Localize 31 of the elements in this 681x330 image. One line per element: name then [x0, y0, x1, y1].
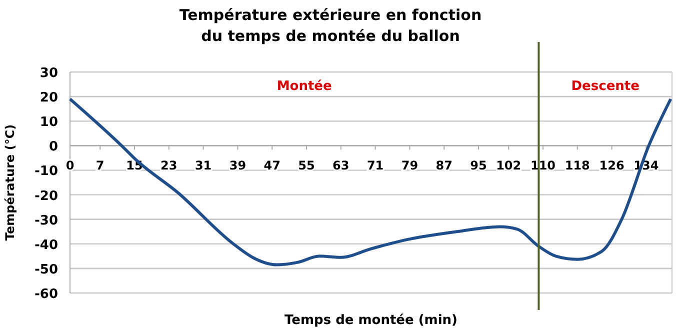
x-tick-label: 71 — [366, 158, 384, 173]
x-tick-label: 63 — [332, 158, 350, 173]
y-axis-title: Température (°C) — [3, 124, 17, 241]
x-tick-label: 126 — [599, 158, 624, 173]
annotation: Descente — [571, 79, 640, 94]
x-tick-label: 102 — [496, 158, 522, 173]
y-tick-label: 10 — [40, 115, 58, 130]
x-tick-label: 55 — [298, 158, 315, 173]
x-axis-title: Temps de montée (min) — [284, 313, 458, 328]
x-tick-label: 0 — [66, 158, 74, 173]
y-tick-label: 30 — [40, 66, 58, 81]
y-tick-label: -20 — [34, 188, 58, 204]
x-tick-label: 95 — [470, 158, 487, 173]
y-tick-label: 20 — [40, 90, 58, 106]
x-tick-label: 7 — [96, 158, 104, 173]
x-tick-label: 118 — [564, 158, 590, 173]
y-tick-label: -30 — [34, 213, 58, 228]
annotation: Montée — [276, 79, 332, 94]
x-tick-label: 47 — [264, 158, 280, 173]
y-tick-label: 0 — [48, 140, 58, 155]
x-tick-label: 87 — [436, 158, 452, 173]
x-tick-label: 23 — [160, 158, 178, 173]
y-tick-label: -10 — [34, 164, 58, 180]
y-tick-label: -40 — [34, 238, 58, 253]
x-tick-label: 39 — [229, 158, 246, 173]
y-tick-label: -60 — [34, 287, 58, 302]
chart-title: Température extérieure en fonction du temps de montée du ballon — [179, 6, 482, 45]
y-tick-label: -50 — [34, 262, 58, 278]
x-tick-label: 79 — [401, 158, 418, 173]
line-series — [68, 98, 672, 266]
x-tick-label: 31 — [194, 158, 212, 173]
